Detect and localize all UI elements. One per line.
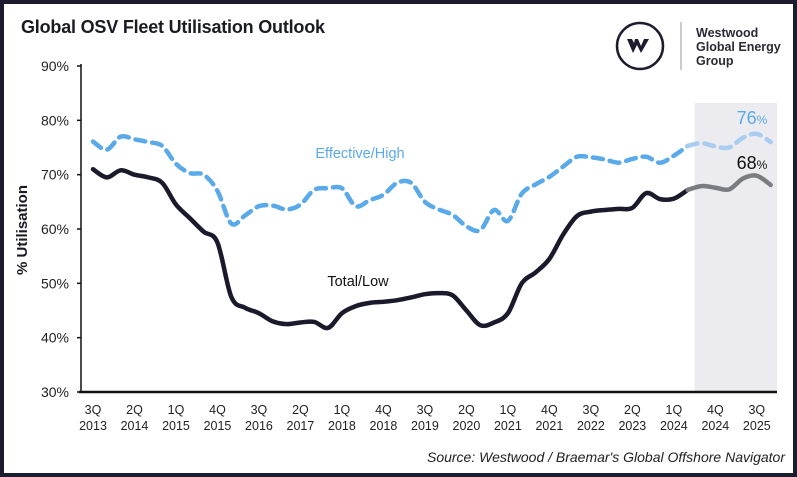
logo-text: Westwood Global Energy Group (696, 26, 781, 68)
x-tick-label: 2Q 2023 (618, 403, 646, 433)
series-label-total-low: Total/Low (327, 274, 389, 290)
chart-panel (4, 4, 793, 473)
x-tick-label: 3Q 2013 (79, 403, 107, 433)
y-tick-label: 80% (41, 112, 69, 128)
series-line-effective-high-forecast (685, 131, 773, 151)
y-tick-label: 40% (41, 330, 69, 346)
logo-line: Westwood (696, 26, 759, 40)
y-tick-label: 60% (41, 221, 69, 237)
logo-circle (615, 21, 665, 71)
x-tick-label: 4Q 2015 (204, 403, 232, 433)
x-tick-label: 2Q 2017 (287, 403, 315, 433)
y-tick-label: 30% (41, 384, 69, 400)
x-tick-label: 2Q 2020 (453, 403, 481, 433)
source-note: Source: Westwood / Braemar's Global Offs… (426, 449, 785, 465)
y-tick-label: 50% (41, 275, 69, 291)
x-tick-label: 4Q 2024 (701, 403, 729, 433)
series-line-total-low (90, 166, 690, 331)
x-tick-label: 3Q 2022 (577, 403, 605, 433)
x-tick-label: 4Q 2018 (370, 403, 398, 433)
x-tick-label: 1Q 2021 (494, 403, 522, 433)
y-tick-label: 90% (41, 58, 69, 74)
x-tick-label: 1Q 2018 (328, 403, 356, 433)
end-label-low: 68% (737, 153, 768, 173)
y-tick-label: 70% (41, 167, 69, 183)
x-tick-label: 4Q 2021 (535, 403, 563, 433)
series-line-effective-high (90, 133, 690, 234)
forecast-shade (694, 103, 777, 392)
series-label-effective-high: Effective/High (315, 146, 404, 162)
x-tick-label: 3Q 2016 (245, 403, 273, 433)
chart-title: Global OSV Fleet Utilisation Outlook (21, 17, 325, 37)
end-label-high: 76% (737, 108, 768, 128)
x-tick-label: 1Q 2015 (162, 403, 190, 433)
series-line-total-low-forecast (685, 173, 773, 193)
logo-line: Group (696, 54, 734, 68)
logo-line: Global Energy (696, 40, 781, 54)
westwood-logo (615, 21, 682, 71)
x-tick-label: 3Q 2025 (743, 403, 771, 433)
x-tick-label: 1Q 2024 (660, 403, 688, 433)
x-tick-label: 3Q 2019 (411, 403, 439, 433)
y-axis-label: % Utilisation (14, 185, 31, 275)
x-tick-label: 2Q 2014 (121, 403, 149, 433)
logo-w-mark (627, 39, 649, 53)
